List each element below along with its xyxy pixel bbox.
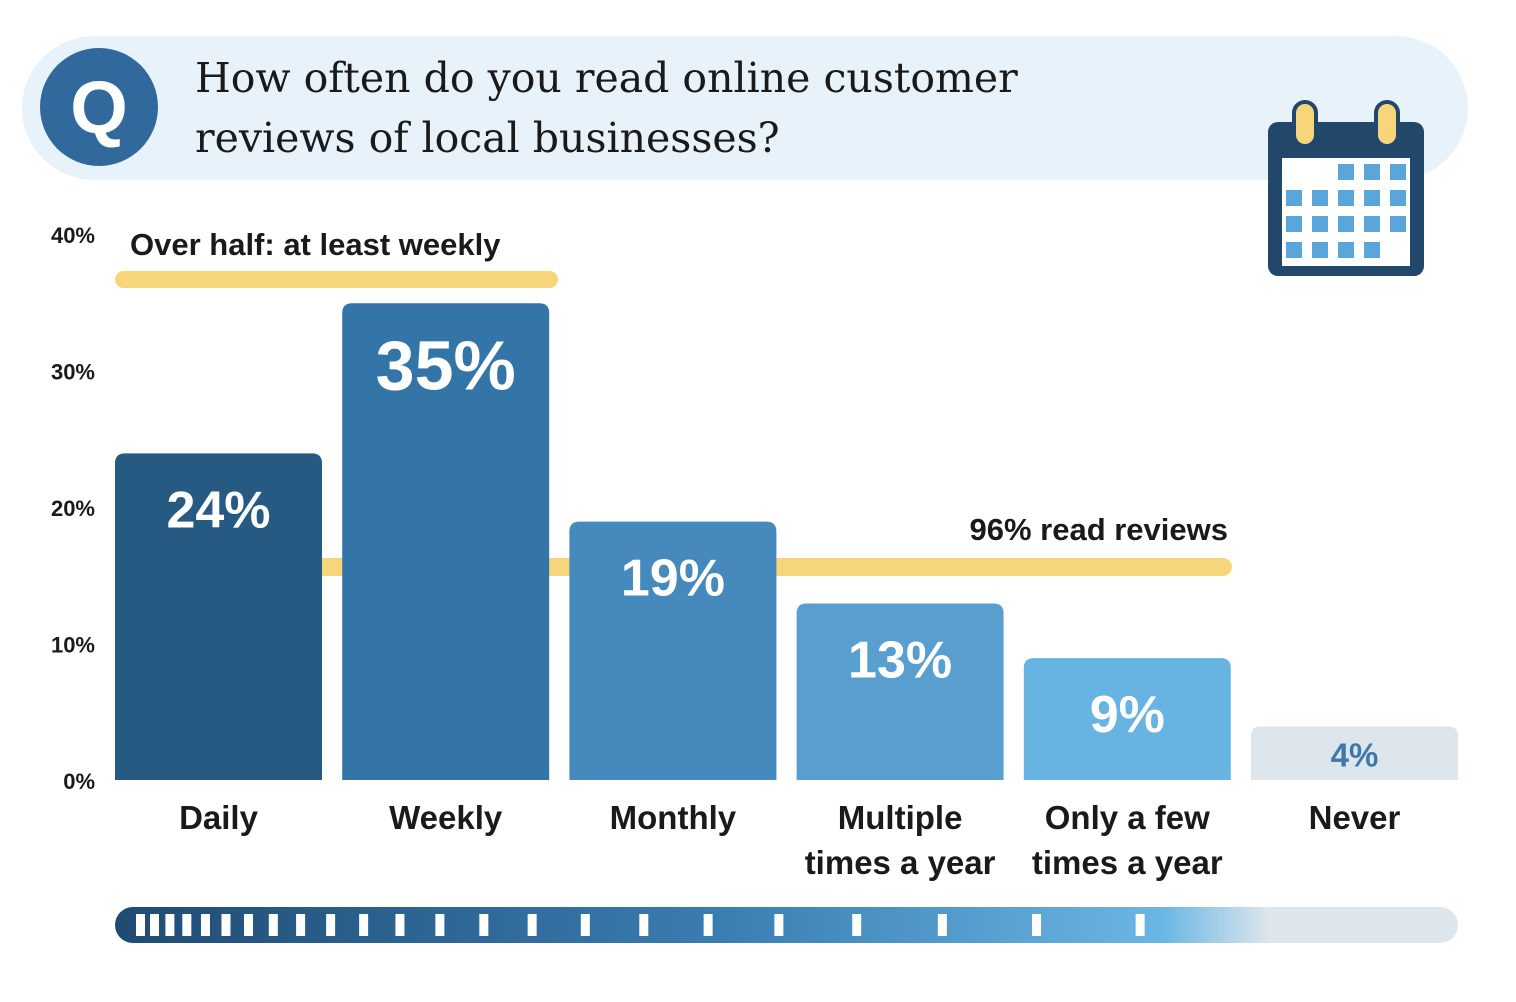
y-tick-label: 20% <box>51 496 95 521</box>
value-label-only-a-few-times-a-year: 9% <box>1090 686 1165 744</box>
category-label-never: Never <box>1309 799 1401 836</box>
question-banner <box>22 36 1468 180</box>
bar-daily <box>115 453 322 781</box>
scale-dash <box>435 914 445 936</box>
category-label-multiple-times-a-year: times a year <box>805 844 996 881</box>
scale-dash <box>580 914 590 936</box>
category-label-multiple-times-a-year: Multiple <box>838 799 963 836</box>
value-label-daily: 24% <box>166 481 270 539</box>
scale-dash <box>165 914 175 936</box>
question-line-2: reviews of local businesses? <box>195 114 780 162</box>
scale-dash <box>326 914 336 936</box>
question-title: How often do you read online customer re… <box>195 48 1195 168</box>
category-label-only-a-few-times-a-year: times a year <box>1032 844 1223 881</box>
scale-dash <box>268 914 278 936</box>
value-label-never: 4% <box>1331 736 1379 773</box>
at-least-weekly-annotation: Over half: at least weekly <box>130 227 501 262</box>
scale-dash <box>774 914 784 936</box>
scale-dash <box>703 914 713 936</box>
frequency-scale-bar <box>115 907 1458 943</box>
question-line-1: How often do you read online customer <box>195 54 1018 102</box>
scale-dash <box>182 914 192 936</box>
scale-dash <box>1135 914 1145 936</box>
question-badge-icon: Q <box>40 48 158 166</box>
value-label-multiple-times-a-year: 13% <box>848 632 952 690</box>
scale-dash <box>395 914 405 936</box>
category-label-weekly: Weekly <box>389 799 503 836</box>
y-tick-label: 0% <box>63 769 95 794</box>
category-label-only-a-few-times-a-year: Only a few <box>1045 799 1210 836</box>
bar-never <box>1251 726 1458 781</box>
bar-multiple-times-a-year <box>796 603 1004 781</box>
read-reviews-annotation: 96% read reviews <box>969 512 1228 547</box>
y-tick-label: 40% <box>51 223 95 248</box>
category-label-monthly: Monthly <box>610 799 737 836</box>
calendar-icon <box>1262 100 1430 280</box>
bar-monthly <box>569 521 777 781</box>
y-tick-label: 30% <box>51 360 95 385</box>
scale-dash <box>150 914 159 936</box>
scale-dash <box>937 914 947 936</box>
at-least-weekly-highlight <box>115 271 558 288</box>
scale-dash <box>244 914 254 936</box>
value-label-monthly: 19% <box>621 550 725 608</box>
scale-dash <box>136 914 145 936</box>
scale-dash <box>1032 914 1042 936</box>
scale-dash <box>296 914 306 936</box>
scale-dash <box>200 914 210 936</box>
scale-dash <box>359 914 369 936</box>
bar-only-a-few-times-a-year <box>1023 658 1231 781</box>
category-label-daily: Daily <box>179 799 259 836</box>
bar-weekly <box>342 303 550 781</box>
scale-dash <box>639 914 649 936</box>
scale-dash <box>479 914 489 936</box>
value-label-weekly: 35% <box>376 326 516 404</box>
scale-dash <box>852 914 862 936</box>
scale-dash <box>221 914 231 936</box>
question-badge-letter: Q <box>70 66 128 149</box>
scale-dash <box>527 914 537 936</box>
y-tick-label: 10% <box>51 633 95 658</box>
